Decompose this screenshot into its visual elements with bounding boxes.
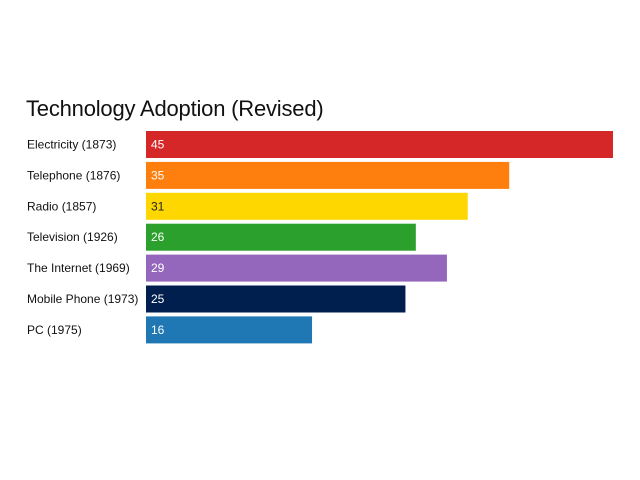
bar [146, 161, 510, 189]
category-label: The Internet (1969) [27, 261, 130, 275]
bar-value-label: 35 [151, 168, 165, 182]
bar [146, 285, 406, 313]
bar [146, 223, 416, 251]
category-label: PC (1975) [27, 323, 82, 337]
bar-value-label: 25 [151, 292, 165, 306]
category-label: Telephone (1876) [27, 168, 120, 182]
bar [146, 192, 468, 220]
bar [146, 254, 447, 282]
chart-title: Technology Adoption (Revised) [26, 96, 324, 121]
bar-value-label: 29 [151, 261, 165, 275]
bar-value-label: 16 [151, 323, 165, 337]
bar-value-label: 31 [151, 199, 165, 213]
bar [146, 316, 313, 344]
bar [146, 131, 613, 158]
bar-value-label: 26 [151, 230, 165, 244]
category-label: Television (1926) [27, 230, 118, 244]
category-label: Radio (1857) [27, 199, 96, 213]
category-label: Mobile Phone (1973) [27, 292, 138, 306]
category-label: Electricity (1873) [27, 138, 116, 152]
bar-value-label: 45 [151, 138, 165, 152]
